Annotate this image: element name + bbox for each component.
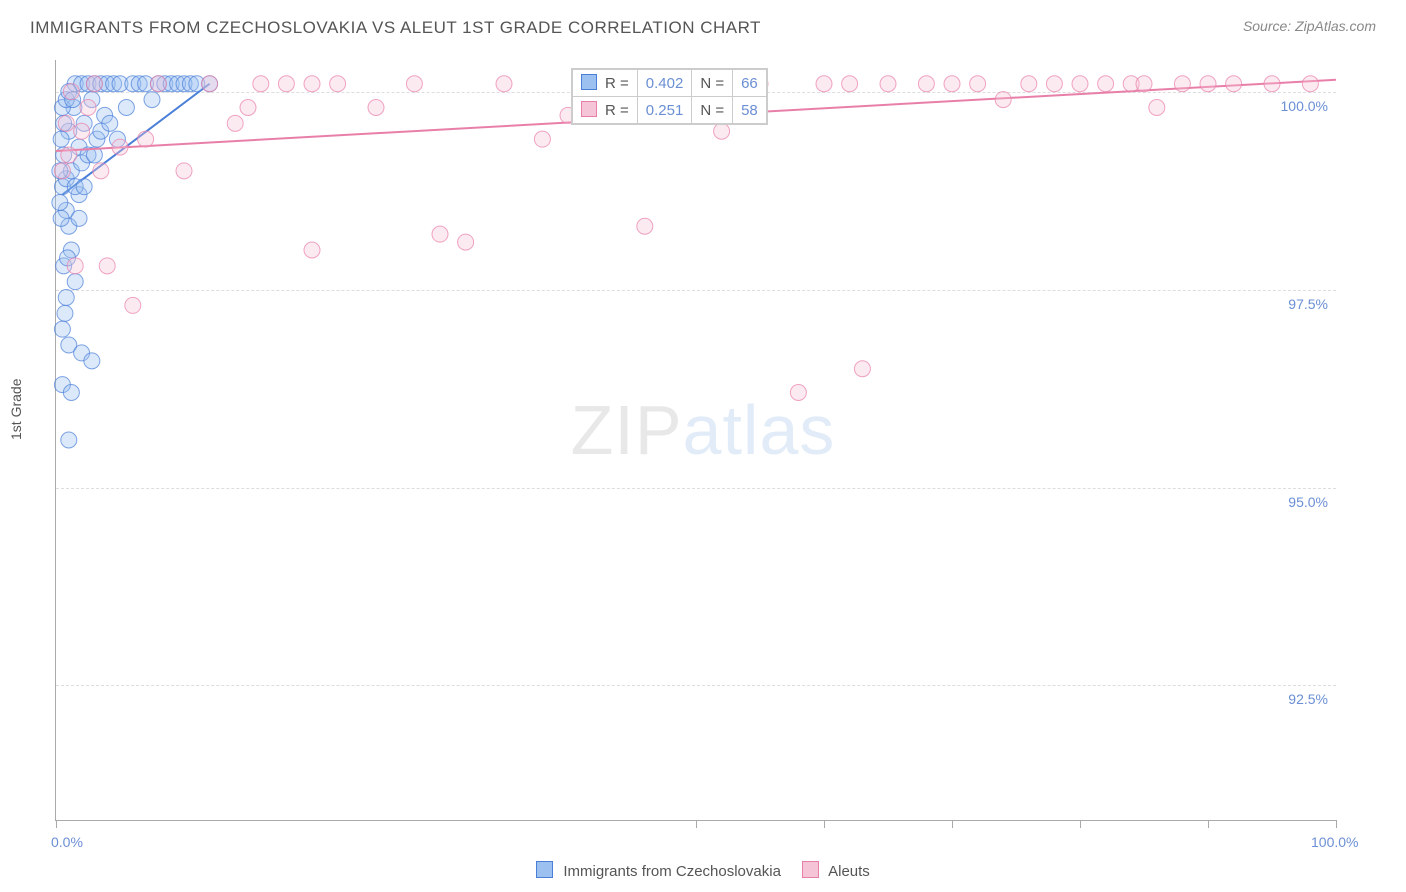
legend-swatch-series1 <box>536 861 553 878</box>
data-point <box>854 361 870 377</box>
data-point <box>880 76 896 92</box>
data-point <box>86 76 102 92</box>
plot-area: 92.5%95.0%97.5%100.0%0.0%100.0%R =0.402N… <box>55 60 1336 821</box>
legend-r-value: 0.251 <box>637 97 692 124</box>
data-point <box>150 76 166 92</box>
data-point <box>1046 76 1062 92</box>
legend-label-series2: Aleuts <box>828 863 870 880</box>
x-tick <box>696 820 697 828</box>
data-point <box>53 210 69 226</box>
legend-label-series1: Immigrants from Czechoslovakia <box>563 863 781 880</box>
x-tick-label: 100.0% <box>1311 834 1358 850</box>
data-point <box>52 195 68 211</box>
data-point <box>304 242 320 258</box>
data-point <box>406 76 422 92</box>
legend-swatch-series2 <box>802 861 819 878</box>
data-point <box>125 297 141 313</box>
chart-title: IMMIGRANTS FROM CZECHOSLOVAKIA VS ALEUT … <box>30 18 761 38</box>
data-point <box>1200 76 1216 92</box>
data-point <box>1264 76 1280 92</box>
data-point <box>1098 76 1114 92</box>
data-point <box>1174 76 1190 92</box>
data-point <box>240 100 256 116</box>
data-point <box>57 305 73 321</box>
x-tick <box>1080 820 1081 828</box>
legend-r-value: 0.402 <box>637 70 692 97</box>
data-point <box>995 92 1011 108</box>
source-name: ZipAtlas.com <box>1295 18 1376 34</box>
data-point <box>458 234 474 250</box>
data-point <box>278 76 294 92</box>
x-tick <box>1336 820 1337 828</box>
data-point <box>816 76 832 92</box>
data-point <box>53 131 69 147</box>
data-point <box>80 100 96 116</box>
data-point <box>1136 76 1152 92</box>
legend-n-value: 66 <box>733 70 767 97</box>
data-point <box>112 139 128 155</box>
data-point <box>63 84 79 100</box>
data-point <box>176 163 192 179</box>
data-point <box>432 226 448 242</box>
data-point <box>1149 100 1165 116</box>
data-point <box>74 123 90 139</box>
data-point <box>63 385 79 401</box>
data-point <box>1226 76 1242 92</box>
data-point <box>534 131 550 147</box>
legend-swatch-cell: R = <box>573 70 638 97</box>
data-point <box>93 163 109 179</box>
data-point <box>253 76 269 92</box>
legend-bottom: Immigrants from Czechoslovakia Aleuts <box>0 861 1406 880</box>
data-point <box>330 76 346 92</box>
legend-r-label: R = <box>605 75 629 92</box>
data-point <box>138 131 154 147</box>
legend-r-label: R = <box>605 102 629 119</box>
data-point <box>1021 76 1037 92</box>
data-point <box>144 92 160 108</box>
data-point <box>84 353 100 369</box>
x-tick <box>952 820 953 828</box>
legend-n-label: N = <box>692 70 733 97</box>
data-point <box>1302 76 1318 92</box>
correlation-legend-box: R = 0.402N =66 R = 0.251N =58 <box>571 68 768 125</box>
x-tick-label: 0.0% <box>51 834 83 850</box>
data-point <box>496 76 512 92</box>
data-point <box>918 76 934 92</box>
legend-n-value: 58 <box>733 97 767 124</box>
data-point <box>54 321 70 337</box>
data-point <box>304 76 320 92</box>
data-point <box>99 258 115 274</box>
data-point <box>714 123 730 139</box>
x-tick <box>56 820 57 828</box>
data-point <box>102 115 118 131</box>
y-axis-label: 1st Grade <box>8 379 24 440</box>
data-point <box>944 76 960 92</box>
data-point <box>67 274 83 290</box>
source-label: Source: <box>1243 18 1291 34</box>
legend-swatch-cell: R = <box>573 97 638 124</box>
data-point <box>76 179 92 195</box>
x-tick <box>1208 820 1209 828</box>
x-tick <box>824 820 825 828</box>
data-point <box>67 258 83 274</box>
data-point <box>71 210 87 226</box>
data-point <box>61 432 77 448</box>
data-point <box>58 115 74 131</box>
data-point <box>1072 76 1088 92</box>
data-point <box>368 100 384 116</box>
chart-svg <box>56 60 1336 820</box>
legend-n-label: N = <box>692 97 733 124</box>
data-point <box>970 76 986 92</box>
data-point <box>202 76 218 92</box>
data-point <box>54 163 70 179</box>
data-point <box>842 76 858 92</box>
data-point <box>790 385 806 401</box>
data-point <box>118 100 134 116</box>
data-point <box>227 115 243 131</box>
source-attribution: Source: ZipAtlas.com <box>1243 18 1376 34</box>
data-point <box>58 290 74 306</box>
data-point <box>637 218 653 234</box>
data-point <box>61 147 77 163</box>
